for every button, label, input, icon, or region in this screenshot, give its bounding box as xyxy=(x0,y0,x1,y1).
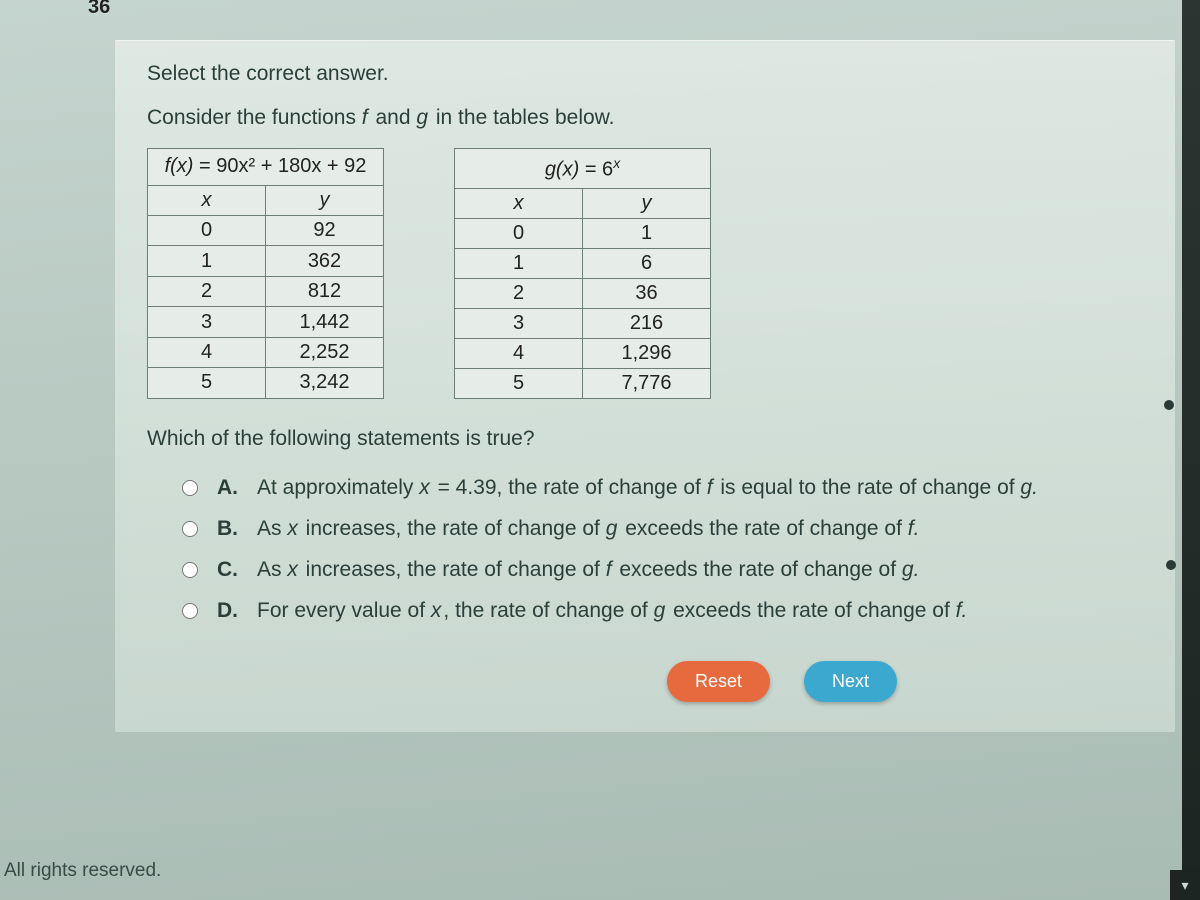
prompt-text: Consider the functions f and g in the ta… xyxy=(147,106,1143,130)
choice-letter: B. xyxy=(217,517,241,541)
footer-text: All rights reserved. xyxy=(0,860,161,882)
table-f-x-header: x xyxy=(148,185,266,215)
choice-text: As x increases, the rate of change of g … xyxy=(257,517,1143,541)
next-button[interactable]: Next xyxy=(804,661,897,702)
table-row: 57,776 xyxy=(455,368,711,398)
table-row: 1362 xyxy=(148,246,384,276)
choice-text: As x increases, the rate of change of f … xyxy=(257,558,1143,582)
choice-text: At approximately x = 4.39, the rate of c… xyxy=(257,476,1143,500)
artifact-dot xyxy=(1164,400,1174,410)
choice-a[interactable]: A. At approximately x = 4.39, the rate o… xyxy=(177,475,1143,500)
choice-b[interactable]: B. As x increases, the rate of change of… xyxy=(177,516,1143,541)
table-g-x-header: x xyxy=(455,188,583,218)
table-row: 2812 xyxy=(148,276,384,306)
question-text: Which of the following statements is tru… xyxy=(147,427,1143,451)
artifact-dot xyxy=(1166,560,1176,570)
choice-letter: C. xyxy=(217,558,241,582)
table-row: 3216 xyxy=(455,308,711,338)
choice-letter: D. xyxy=(217,599,241,623)
corner-icon: ▾ xyxy=(1170,870,1200,900)
choice-letter: A. xyxy=(217,476,241,500)
answer-choices: A. At approximately x = 4.39, the rate o… xyxy=(177,475,1143,623)
prompt-f: f xyxy=(362,106,368,129)
instruction-text: Select the correct answer. xyxy=(147,62,1143,86)
table-row: 236 xyxy=(455,278,711,308)
table-g: g(x) = 6x x y 01 16 236 3216 41,296 57,7… xyxy=(454,148,711,399)
choice-c-radio[interactable] xyxy=(182,562,198,578)
choice-d[interactable]: D. For every value of x, the rate of cha… xyxy=(177,598,1143,623)
prompt-and: and xyxy=(370,106,417,129)
reset-button[interactable]: Reset xyxy=(667,661,770,702)
page-number: 36 xyxy=(88,0,110,19)
table-g-equation: g(x) = 6x xyxy=(455,149,711,189)
choice-text: For every value of x, the rate of change… xyxy=(257,599,1143,623)
table-g-y-header: y xyxy=(583,188,711,218)
table-f-equation: f(x) = 90x² + 180x + 92 xyxy=(148,149,384,186)
choice-a-radio[interactable] xyxy=(182,480,198,496)
table-row: 42,252 xyxy=(148,337,384,367)
table-row: 16 xyxy=(455,248,711,278)
table-row: 31,442 xyxy=(148,307,384,337)
prompt-g: g xyxy=(416,106,428,129)
right-edge-bar xyxy=(1182,0,1200,900)
table-row: 01 xyxy=(455,218,711,248)
choice-c[interactable]: C. As x increases, the rate of change of… xyxy=(177,557,1143,582)
table-f-y-header: y xyxy=(266,185,384,215)
table-row: 092 xyxy=(148,215,384,245)
choice-b-radio[interactable] xyxy=(182,521,198,537)
table-row: 53,242 xyxy=(148,368,384,399)
table-f: f(x) = 90x² + 180x + 92 x y 092 1362 281… xyxy=(147,148,384,399)
prompt-suffix: in the tables below. xyxy=(430,106,614,129)
prompt-prefix: Consider the functions xyxy=(147,106,362,129)
choice-d-radio[interactable] xyxy=(182,603,198,619)
table-row: 41,296 xyxy=(455,338,711,368)
question-card: Select the correct answer. Consider the … xyxy=(115,40,1175,732)
